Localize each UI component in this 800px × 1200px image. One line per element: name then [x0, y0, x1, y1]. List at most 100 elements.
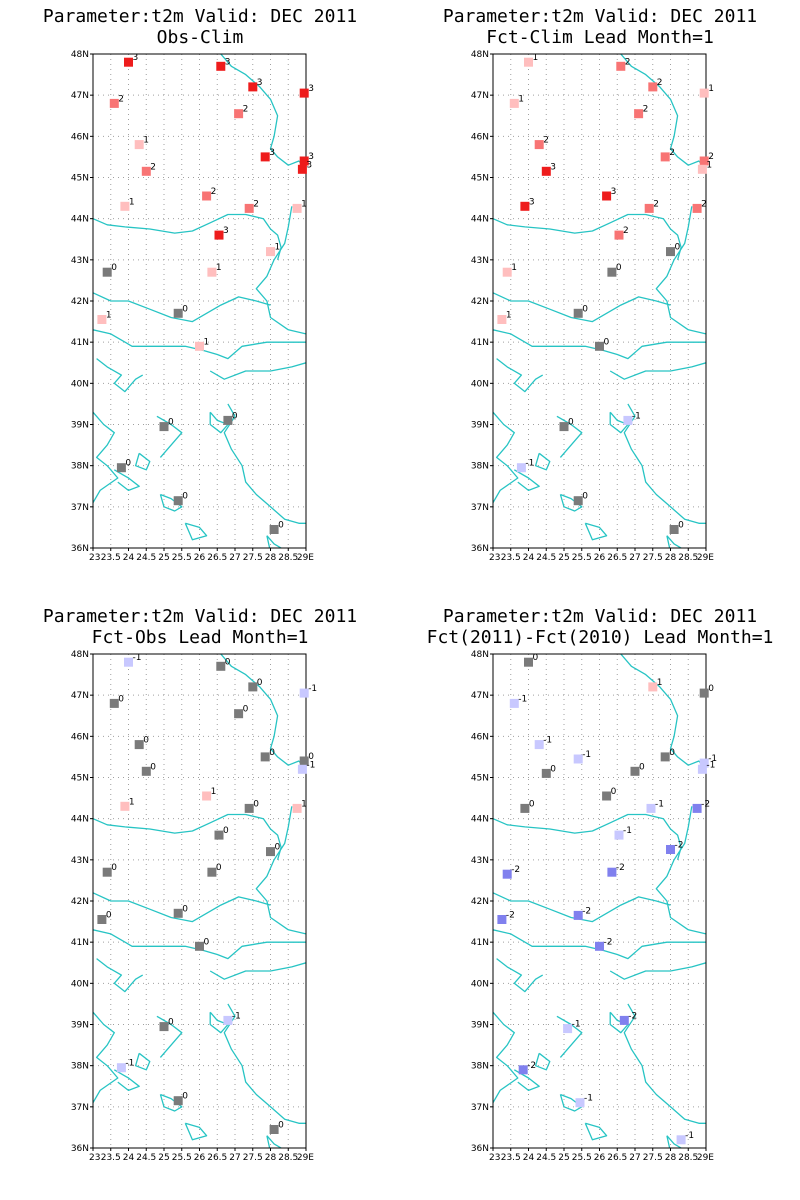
station-value-label: 1	[129, 797, 135, 807]
station-marker	[97, 315, 107, 324]
station-value-label: 2	[623, 226, 629, 236]
station-marker	[297, 764, 307, 774]
coastline	[156, 1015, 183, 1058]
station-marker	[520, 803, 530, 813]
coastline	[559, 493, 583, 512]
station-value-label: -2	[511, 865, 520, 875]
coastline	[584, 1122, 608, 1141]
station-value-label: 2	[625, 57, 631, 67]
y-tick-label: 44N	[471, 815, 489, 825]
coastline	[93, 1011, 119, 1104]
station-marker	[509, 98, 519, 108]
station-value-label: 0	[582, 304, 588, 314]
station-value-label: 1	[275, 243, 281, 253]
x-tick-label: 28	[265, 553, 277, 563]
x-tick-label: 26.5	[607, 1153, 627, 1163]
station-value-label: 3	[529, 197, 535, 207]
station-value-label: -2	[628, 1011, 637, 1021]
coastline	[559, 1093, 583, 1112]
x-tick-label: 28.5	[278, 1153, 298, 1163]
station-value-label: -2	[604, 937, 613, 947]
coastlines	[93, 654, 306, 1148]
x-tick-label: 27.5	[243, 1153, 263, 1163]
station-marker	[614, 830, 624, 840]
y-tick-label: 45N	[471, 174, 489, 184]
coastline	[493, 813, 682, 860]
x-tick-label: 26.5	[607, 553, 627, 563]
station-value-label: 0	[106, 911, 112, 921]
station-marker	[607, 267, 617, 277]
station-value-label: 0	[204, 937, 210, 947]
station-value-label: 2	[150, 162, 156, 172]
y-tick-label: 42N	[471, 897, 489, 907]
station-marker	[260, 752, 270, 762]
chart-subtitle: Obs-Clim	[157, 27, 244, 48]
x-tick-label: 25	[558, 553, 569, 563]
y-tick-label: 39N	[471, 1021, 489, 1031]
station-marker	[563, 1024, 573, 1034]
station-marker	[134, 140, 144, 150]
x-tick-label: 25	[158, 1153, 169, 1163]
y-tick-label: 38N	[471, 462, 489, 472]
coastline	[209, 1011, 229, 1034]
coastline	[584, 522, 608, 541]
station-marker	[648, 82, 658, 92]
coastline	[609, 1011, 629, 1034]
station-marker	[607, 867, 617, 877]
x-tick-label: 29E	[297, 553, 314, 563]
station-value-label: 0	[216, 863, 222, 873]
station-value-label: 0	[182, 304, 188, 314]
coastline	[493, 411, 519, 504]
station-value-label: 0	[616, 263, 622, 273]
coastline	[93, 292, 271, 323]
y-tick-label: 40N	[471, 379, 489, 389]
station-marker	[676, 1135, 686, 1145]
coastline	[134, 452, 151, 471]
coastline	[666, 535, 682, 548]
station-marker	[697, 164, 707, 174]
coastlines	[493, 654, 706, 1148]
station-marker	[244, 203, 254, 213]
station-value-label: 0	[308, 752, 314, 762]
coastline	[93, 213, 282, 260]
y-tick-label: 36N	[471, 1144, 489, 1154]
station-marker	[516, 463, 526, 473]
station-marker	[214, 830, 224, 840]
station-marker	[216, 661, 226, 671]
station-value-label: 0	[232, 411, 238, 421]
x-tick-label: 28.5	[278, 553, 298, 563]
station-value-label: -1	[125, 1059, 134, 1069]
station-marker	[509, 698, 519, 708]
station-value-label: 1	[511, 263, 517, 273]
station-marker	[602, 191, 612, 201]
station-value-label: 0	[675, 243, 681, 253]
station-value-label: 0	[182, 904, 188, 914]
station-value-label: 3	[550, 162, 556, 172]
station-marker	[699, 156, 709, 166]
y-tick-label: 44N	[71, 815, 89, 825]
y-tick-label: 47N	[471, 691, 489, 701]
station-value-label: 0	[225, 657, 231, 667]
station-value-label: 3	[257, 78, 263, 88]
station-value-label: 3	[308, 152, 314, 162]
y-tick-label: 48N	[471, 650, 489, 660]
station-value-label: 2	[211, 187, 217, 197]
station-marker	[266, 847, 275, 857]
station-value-label: 0	[678, 521, 684, 531]
x-tick-label: 26.5	[207, 553, 227, 563]
y-tick-label: 36N	[471, 544, 489, 554]
station-marker	[520, 201, 530, 211]
station-value-label: 1	[129, 197, 135, 207]
station-value-label: 0	[582, 492, 588, 502]
station-value-label: 0	[253, 799, 259, 809]
coastline	[220, 654, 306, 770]
x-tick-label: 24.5	[536, 1153, 556, 1163]
y-tick-label: 41N	[471, 338, 489, 348]
chart-subtitle: Fct(2011)-Fct(2010) Lead Month=1	[427, 627, 774, 648]
x-tick-label: 24	[123, 553, 135, 563]
x-tick-label: 29E	[297, 1153, 314, 1163]
station-value-label: 0	[669, 748, 675, 758]
station-value-label: 2	[253, 199, 259, 209]
chart-title: Parameter:t2m Valid: DEC 2011	[443, 6, 757, 27]
station-marker	[202, 791, 212, 801]
